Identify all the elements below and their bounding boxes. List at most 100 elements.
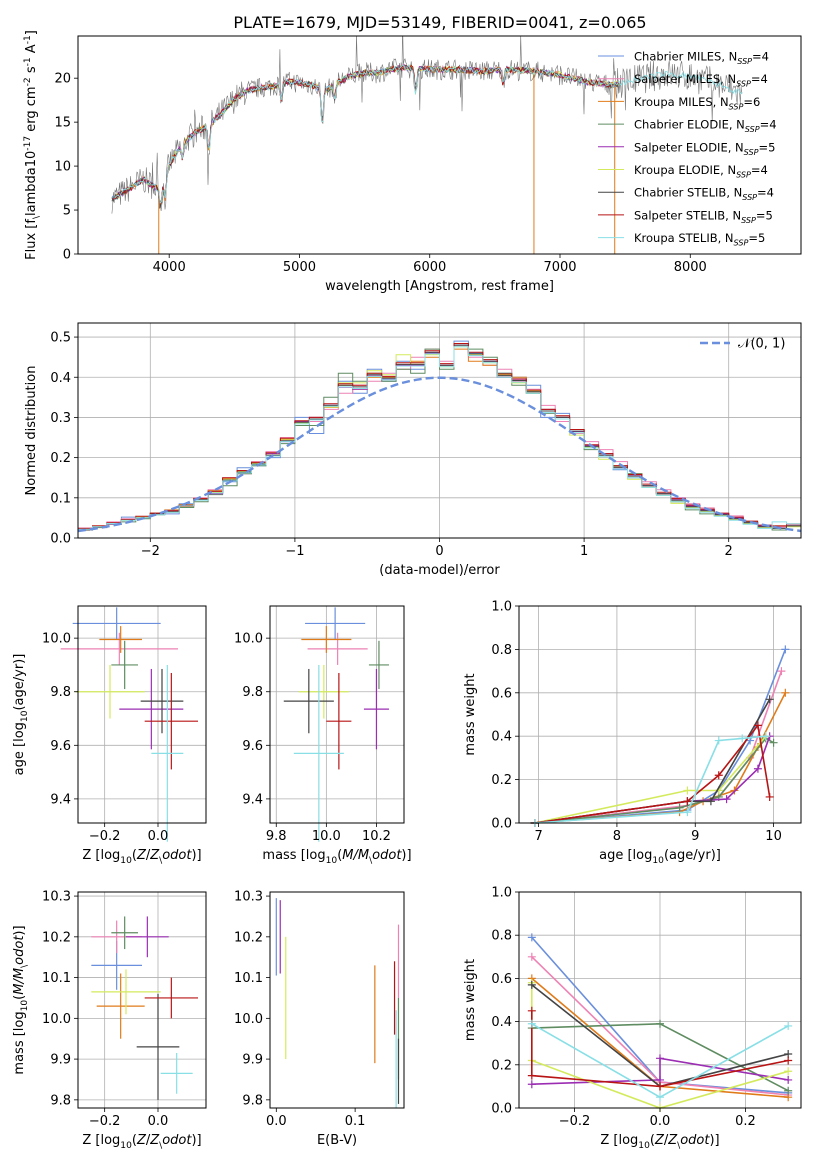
tick-label-y: 9.8: [50, 685, 71, 700]
label-part: Salpeter STELIB, N: [634, 208, 741, 222]
label-part: =5: [748, 231, 765, 245]
label-part: 10: [120, 1141, 132, 1151]
tick-label-y: 0.0: [50, 532, 71, 547]
legend-entry: 𝒩(0, 1): [738, 337, 785, 352]
label-part: \: [369, 856, 373, 866]
label-part: Z: [654, 1133, 665, 1148]
plot-frame: [77, 605, 207, 824]
label-part: M/M: [342, 848, 369, 863]
errorbar-point: [298, 664, 349, 719]
tick-label-y: 9.9: [242, 1053, 263, 1068]
label-part: Kroupa MILES, N: [634, 95, 729, 109]
axis-label-x: age [log10(age/yr)]: [599, 848, 721, 866]
label-part: )]: [401, 848, 411, 863]
tick-label-y: 9.4: [50, 792, 71, 807]
spectrum-model-line: [111, 64, 619, 205]
label-part: Z [log: [82, 1133, 120, 1148]
series-marker: [706, 797, 715, 806]
series-marker: [784, 1067, 793, 1076]
label-part: =4: [751, 163, 768, 177]
legend-entry: Kroupa MILES, NSSP=6: [634, 95, 760, 111]
tick-label-x: −0.2: [89, 829, 121, 844]
series-path: [534, 670, 783, 824]
label-part: =4: [751, 72, 768, 86]
label-part: )]: [709, 1133, 719, 1148]
series-marker: [722, 795, 731, 804]
tick-label-y: 10: [54, 160, 71, 175]
axis-label-y: mass [log10(M/M\odot)]: [12, 925, 30, 1074]
tick-label-y: 10.2: [234, 930, 263, 945]
series-marker: [656, 1019, 664, 1028]
tick-label-x: 0.0: [148, 829, 169, 844]
series-marker: [784, 1056, 793, 1065]
figure-title: PLATE=1679, MJD=53149, FIBERID=0041, z=0…: [233, 13, 646, 32]
tick-label-y: 0.8: [491, 643, 512, 658]
label-part: s: [24, 66, 39, 77]
label-part: \: [159, 1141, 163, 1151]
label-part: mass weight: [463, 959, 478, 1041]
errorbar-point: [293, 664, 344, 842]
label-part: (data-model)/error: [379, 563, 500, 578]
series-path: [534, 735, 767, 824]
gaussian-curve: [77, 376, 802, 533]
tick-label-y: 10.1: [234, 971, 263, 986]
tick-label-y: 10.3: [234, 890, 263, 905]
label-part: Z: [667, 1133, 678, 1148]
tick-label-x: 0.0: [650, 1114, 671, 1129]
series-path: [534, 698, 771, 824]
tick-label-y: 5: [63, 204, 71, 219]
label-part: age [log: [12, 722, 27, 775]
label-part: A: [24, 44, 39, 57]
label-part: \: [32, 215, 42, 219]
series-path: [531, 1057, 789, 1085]
label-part: =6: [743, 95, 760, 109]
tick-label-y: 0.5: [50, 331, 71, 346]
tick-label-x: 8000: [674, 260, 707, 275]
tick-label-y: 0.8: [491, 929, 512, 944]
errorbar-point: [111, 916, 138, 950]
label-part: SSP: [734, 239, 749, 248]
tick-label-x: 4000: [153, 260, 186, 275]
series-marker: [656, 1082, 664, 1091]
label-part: E(B-V): [317, 1133, 357, 1148]
tick-label-y: 0.4: [491, 1015, 512, 1030]
label-part: \: [159, 856, 163, 866]
axis-label-x: E(B-V): [317, 1133, 357, 1148]
label-part: SSP: [742, 193, 757, 202]
tick-label-y: 0.2: [491, 773, 512, 788]
errorbar-point: [140, 668, 184, 734]
tick-label-y: 15: [54, 116, 71, 131]
label-part: =4: [757, 186, 774, 200]
tick-label-y: 9.9: [50, 1053, 71, 1068]
legend-entry: Chabrier MILES, NSSP=4: [634, 50, 769, 66]
errorbar-point: [305, 607, 366, 640]
series-marker: [527, 1006, 536, 1015]
plot-frame: [269, 605, 405, 824]
label-part: mass weight: [463, 673, 478, 755]
series-marker: [784, 1075, 793, 1084]
series-marker: [714, 736, 723, 745]
label-part: 10: [638, 1141, 650, 1151]
tick-label-x: 10: [765, 829, 782, 844]
label-part: Z [log: [82, 848, 120, 863]
label-part: =5: [758, 140, 775, 154]
errorbar-point: [326, 672, 352, 770]
series-path: [534, 723, 771, 824]
tick-label-x: 2: [725, 544, 733, 559]
tick-label-x: −0.2: [559, 1114, 591, 1129]
errorbar-point: [160, 1052, 193, 1094]
series-marker: [527, 1080, 536, 1089]
panel-age-vs-mass: 9.8 10.0 10.2 9.4 9.6 9.8 10.0 mass [log10(M/M\…: [234, 605, 412, 866]
errorbar-point: [126, 916, 169, 958]
label-part: Flux [f: [24, 219, 39, 260]
label-part: (: [12, 995, 27, 1000]
label-part: -2: [23, 77, 33, 86]
label-part: 10: [20, 710, 30, 722]
series-marker: [777, 667, 786, 676]
label-part: =5: [756, 208, 773, 222]
label-part: -1: [23, 57, 33, 66]
label-part: -1: [23, 35, 33, 44]
axis-label-x: Z [log10(Z/Z\odot)]: [82, 848, 201, 866]
errorbar-point: [144, 977, 198, 1019]
